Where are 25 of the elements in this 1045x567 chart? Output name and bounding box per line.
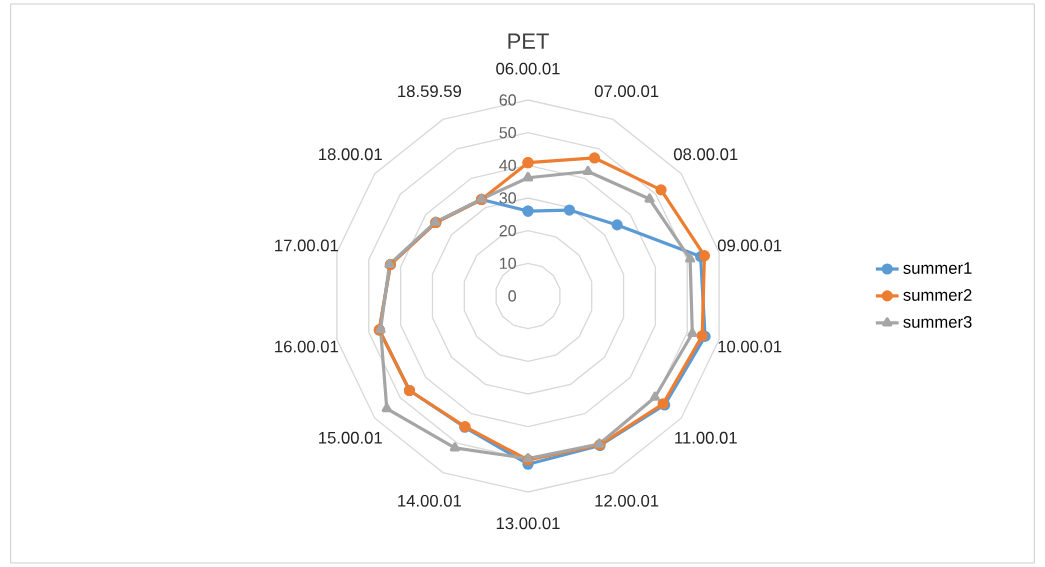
chart-title: PET [508,33,549,49]
spoke-label: 17.00.01 [275,239,338,252]
spoke-label: 18.00.01 [319,148,382,161]
spoke-label: 11.00.01 [675,431,737,444]
y-tick-label: 50 [499,127,516,139]
y-tick-label: 60 [499,94,516,106]
y-tick-label: 10 [500,257,516,269]
spoke-label: 07.00.01 [594,85,659,98]
spoke-label: 18.59.59 [398,85,462,98]
legend-label: summer1 [903,262,972,274]
spoke-label: 16.00.01 [275,340,338,353]
spoke-label: 12.00.01 [595,494,659,507]
spoke-label: 09.00.01 [717,239,782,252]
legend-label: summer3 [903,316,972,328]
y-tick-label: 30 [499,192,516,204]
spoke-label: 06.00.01 [496,62,560,75]
y-tick-label: 20 [499,225,516,237]
y-tick-label: 40 [499,159,516,171]
y-tick-label: 0 [508,290,516,302]
spoke-label: 08.00.01 [673,148,738,161]
spoke-label: 15.00.01 [319,431,382,444]
spoke-label: 14.00.01 [398,494,461,507]
spoke-label: 10.00.01 [718,340,782,353]
legend-label: summer2 [903,289,972,301]
spoke-label: 13.00.01 [496,517,560,530]
